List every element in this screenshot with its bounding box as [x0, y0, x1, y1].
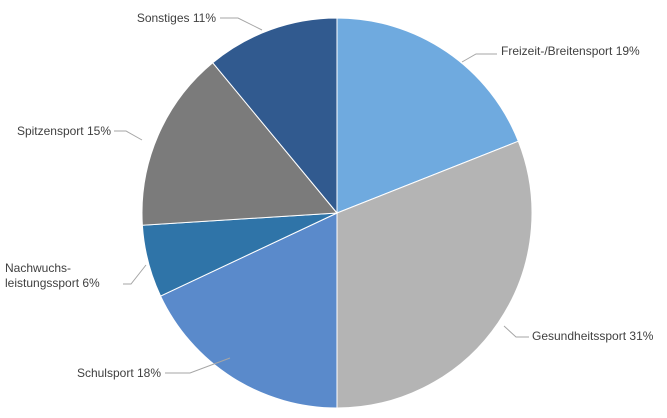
slice-label-line: Freizeit-/Breitensport 19% — [501, 44, 640, 58]
slice-label-line: Spitzensport 15% — [17, 124, 111, 138]
pie-slice — [141, 62, 339, 226]
slice-label-line: Schulsport 18% — [77, 366, 161, 380]
slice-label-line: leistungssport 6% — [5, 276, 100, 290]
slice-label: Spitzensport 15% — [17, 124, 111, 138]
slice-label: Schulsport 18% — [77, 366, 161, 380]
pie-slice — [211, 17, 338, 215]
slice-label-line: Sonstiges 11% — [137, 11, 216, 25]
slice-label-line: Gesundheitssport 31% — [532, 329, 654, 343]
leader-line — [123, 264, 147, 285]
slice-label: Sonstiges 11% — [137, 11, 216, 25]
slice-label: Nachwuchs-leistungssport 6% — [5, 261, 100, 290]
leader-line — [114, 130, 143, 141]
leader-lines — [114, 17, 529, 374]
pie-slice — [159, 212, 338, 409]
pie-slice — [336, 17, 519, 214]
leader-line — [461, 53, 497, 63]
leader-line — [165, 357, 231, 374]
pie-slice — [336, 140, 533, 409]
slice-labels: Freizeit-/Breitensport 19% Gesundheitsspo… — [5, 11, 654, 380]
slice-label: Gesundheitssport 31% — [532, 329, 654, 343]
pie-slices — [141, 17, 533, 409]
slice-label: Freizeit-/Breitensport 19% — [501, 44, 640, 58]
leader-line — [220, 17, 263, 31]
slice-label-line: Nachwuchs- — [5, 261, 71, 275]
leader-line — [503, 325, 529, 338]
